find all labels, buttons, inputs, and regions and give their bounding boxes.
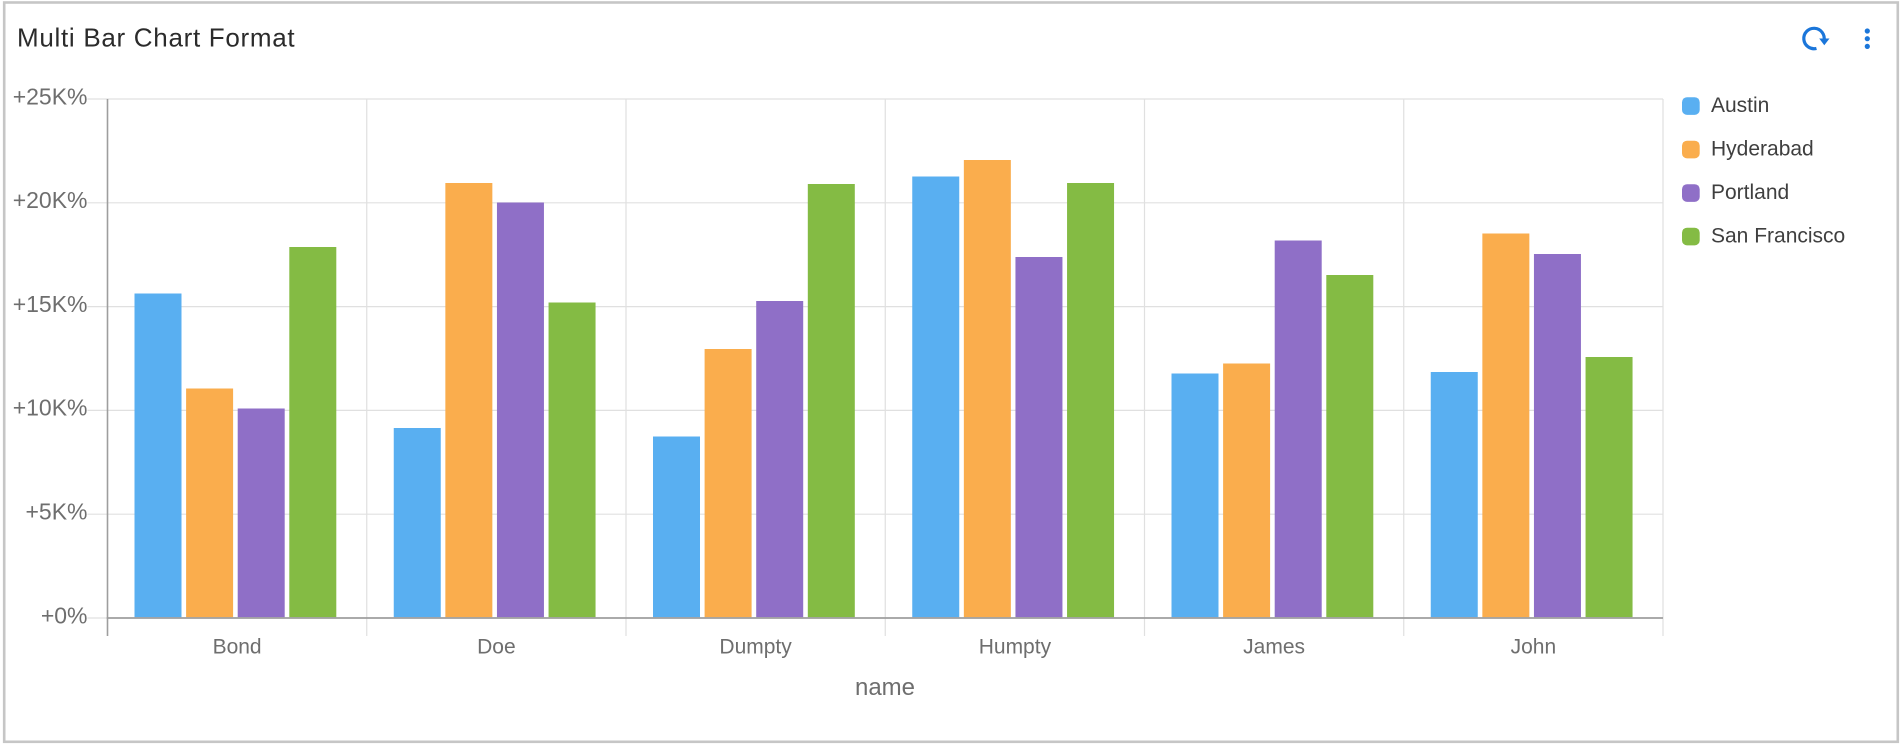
svg-text:+15K%: +15K% (13, 291, 88, 317)
svg-text:John: John (1511, 635, 1557, 658)
svg-text:Portland: Portland (1711, 181, 1789, 204)
svg-text:Doe: Doe (477, 635, 516, 658)
svg-text:+20K%: +20K% (13, 187, 88, 213)
svg-text:Humpty: Humpty (979, 635, 1052, 658)
svg-text:+25K%: +25K% (13, 83, 88, 109)
svg-text:Dumpty: Dumpty (719, 635, 792, 658)
svg-text:San Francisco: San Francisco (1711, 225, 1845, 248)
svg-text:Multi Bar Chart Format: Multi Bar Chart Format (17, 23, 295, 53)
svg-text:Austin: Austin (1711, 94, 1769, 117)
svg-text:James: James (1243, 635, 1305, 658)
svg-text:+5K%: +5K% (25, 499, 87, 525)
svg-text:Hyderabad: Hyderabad (1711, 138, 1814, 161)
svg-text:+10K%: +10K% (13, 395, 88, 421)
svg-text:+0%: +0% (41, 602, 88, 628)
svg-text:Bond: Bond (213, 635, 262, 658)
svg-text:name: name (855, 674, 915, 701)
